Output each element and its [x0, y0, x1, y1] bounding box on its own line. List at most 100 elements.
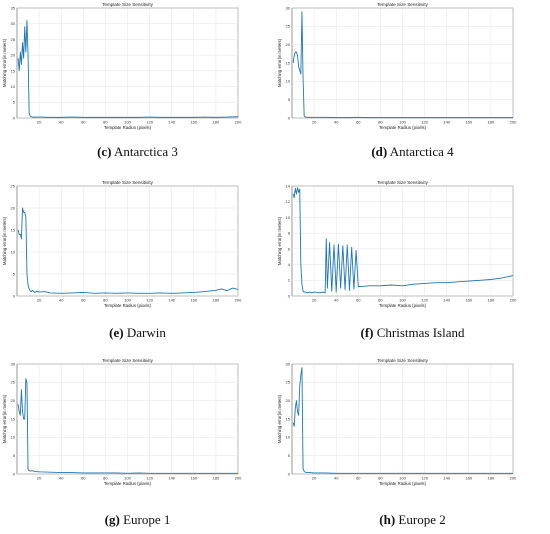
x-tick-label: 80 [378, 298, 383, 303]
x-tick-label: 40 [334, 298, 339, 303]
x-tick-label: 160 [465, 298, 472, 303]
x-tick-label: 20 [37, 298, 42, 303]
y-axis-label: Matching error(in meters) [2, 394, 7, 443]
x-tick-label: 160 [190, 120, 197, 125]
x-tick-label: 180 [213, 298, 220, 303]
x-axis-label: Template Radius (pixels) [104, 303, 152, 308]
x-tick-label: 120 [421, 120, 428, 125]
y-axis-label: Matching error(in meters) [277, 394, 282, 443]
x-tick-label: 140 [168, 298, 175, 303]
caption-f: (f) Christmas Island [275, 325, 550, 341]
y-tick-label: 25 [11, 37, 16, 42]
x-tick-label: 140 [443, 298, 450, 303]
chart-panel-c: Template Size Sensitivity 20 40 60 80 100 120 1… [0, 0, 275, 178]
x-tick-label: 180 [488, 298, 495, 303]
y-tick-label: 10 [286, 435, 291, 440]
x-tick-label: 100 [399, 120, 406, 125]
chart-panel-d: Template Size Sensitivity 20 40 60 80 100 120 1… [275, 0, 550, 178]
chart-title: Template Size Sensitivity [377, 358, 429, 363]
x-axis-label: Template Radius (pixels) [104, 125, 152, 130]
x-tick-label: 200 [510, 476, 517, 481]
y-tick-label: 5 [13, 271, 16, 276]
x-tick-label: 100 [124, 120, 131, 125]
x-tick-label: 60 [81, 298, 86, 303]
x-tick-label: 180 [488, 120, 495, 125]
y-tick-label: 10 [11, 84, 16, 89]
y-tick-label: 0 [13, 471, 16, 476]
x-tick-label: 100 [399, 298, 406, 303]
y-axis-label: Matching error(in meters) [2, 38, 7, 87]
chart-title: Template Size Sensitivity [102, 358, 154, 363]
y-tick-label: 15 [11, 416, 16, 421]
x-axis-label: Template Radius (pixels) [104, 481, 152, 486]
y-axis-label: Matching error(in meters) [277, 216, 282, 265]
x-tick-label: 40 [334, 476, 339, 481]
x-tick-label: 60 [356, 298, 361, 303]
series-line [292, 367, 513, 474]
x-tick-label: 20 [37, 120, 42, 125]
x-tick-label: 140 [168, 120, 175, 125]
series-line [17, 207, 239, 294]
x-tick-label: 80 [103, 476, 108, 481]
x-tick-label: 40 [334, 120, 339, 125]
caption-letter: (e) [109, 325, 124, 340]
x-tick-label: 120 [146, 120, 153, 125]
chart-panel-e: Template Size Sensitivity 20 40 60 80 100 120 1… [0, 178, 275, 356]
chart-panel-h: Template Size Sensitivity 20 40 60 80 100 120 1… [275, 356, 550, 534]
x-tick-label: 140 [168, 476, 175, 481]
x-tick-label: 160 [465, 120, 472, 125]
x-tick-label: 100 [399, 476, 406, 481]
caption-g: (g) Europe 1 [0, 512, 275, 528]
y-tick-label: 15 [11, 68, 16, 73]
x-tick-label: 100 [124, 298, 131, 303]
x-tick-label: 20 [312, 120, 317, 125]
y-tick-label: 5 [13, 100, 16, 105]
caption-h: (h) Europe 2 [275, 512, 550, 528]
x-tick-label: 160 [190, 476, 197, 481]
y-tick-label: 5 [288, 453, 291, 458]
chart-panel-g: Template Size Sensitivity 20 40 60 80 100 120 1… [0, 356, 275, 534]
x-tick-label: 20 [37, 476, 42, 481]
y-tick-label: 30 [11, 21, 16, 26]
x-tick-label: 180 [213, 120, 220, 125]
y-tick-label: 0 [13, 293, 16, 298]
caption-letter: (h) [379, 512, 396, 527]
x-tick-label: 60 [356, 120, 361, 125]
x-tick-label: 200 [510, 120, 517, 125]
y-tick-label: 12 [286, 199, 291, 204]
y-tick-label: 10 [286, 215, 291, 220]
x-tick-label: 180 [488, 476, 495, 481]
x-axis-label: Template Radius (pixels) [379, 481, 427, 486]
y-tick-label: 30 [11, 361, 16, 366]
x-tick-label: 120 [421, 298, 428, 303]
y-tick-label: 20 [11, 205, 16, 210]
x-tick-label: 200 [235, 298, 242, 303]
x-tick-label: 120 [146, 298, 153, 303]
y-tick-label: 20 [11, 53, 16, 58]
y-tick-label: 10 [11, 249, 16, 254]
y-tick-label: 2 [288, 278, 291, 283]
y-tick-label: 10 [286, 79, 291, 84]
series-line [17, 20, 239, 118]
x-axis-label: Template Radius (pixels) [379, 303, 427, 308]
y-axis-label: Matching error(in meters) [277, 38, 282, 87]
y-tick-label: 30 [286, 361, 291, 366]
y-tick-label: 25 [286, 24, 291, 29]
y-axis-label: Matching error(in meters) [2, 216, 7, 265]
series-line [292, 11, 513, 119]
y-tick-label: 10 [11, 435, 16, 440]
y-tick-label: 8 [288, 231, 291, 236]
x-tick-label: 100 [124, 476, 131, 481]
series-line [292, 187, 514, 294]
y-tick-label: 15 [11, 227, 16, 232]
caption-c: (c) Antarctica 3 [0, 144, 275, 160]
caption-text: Christmas Island [376, 325, 465, 340]
y-tick-label: 5 [288, 97, 291, 102]
x-tick-label: 60 [356, 476, 361, 481]
x-tick-label: 20 [312, 298, 317, 303]
x-tick-label: 140 [443, 476, 450, 481]
